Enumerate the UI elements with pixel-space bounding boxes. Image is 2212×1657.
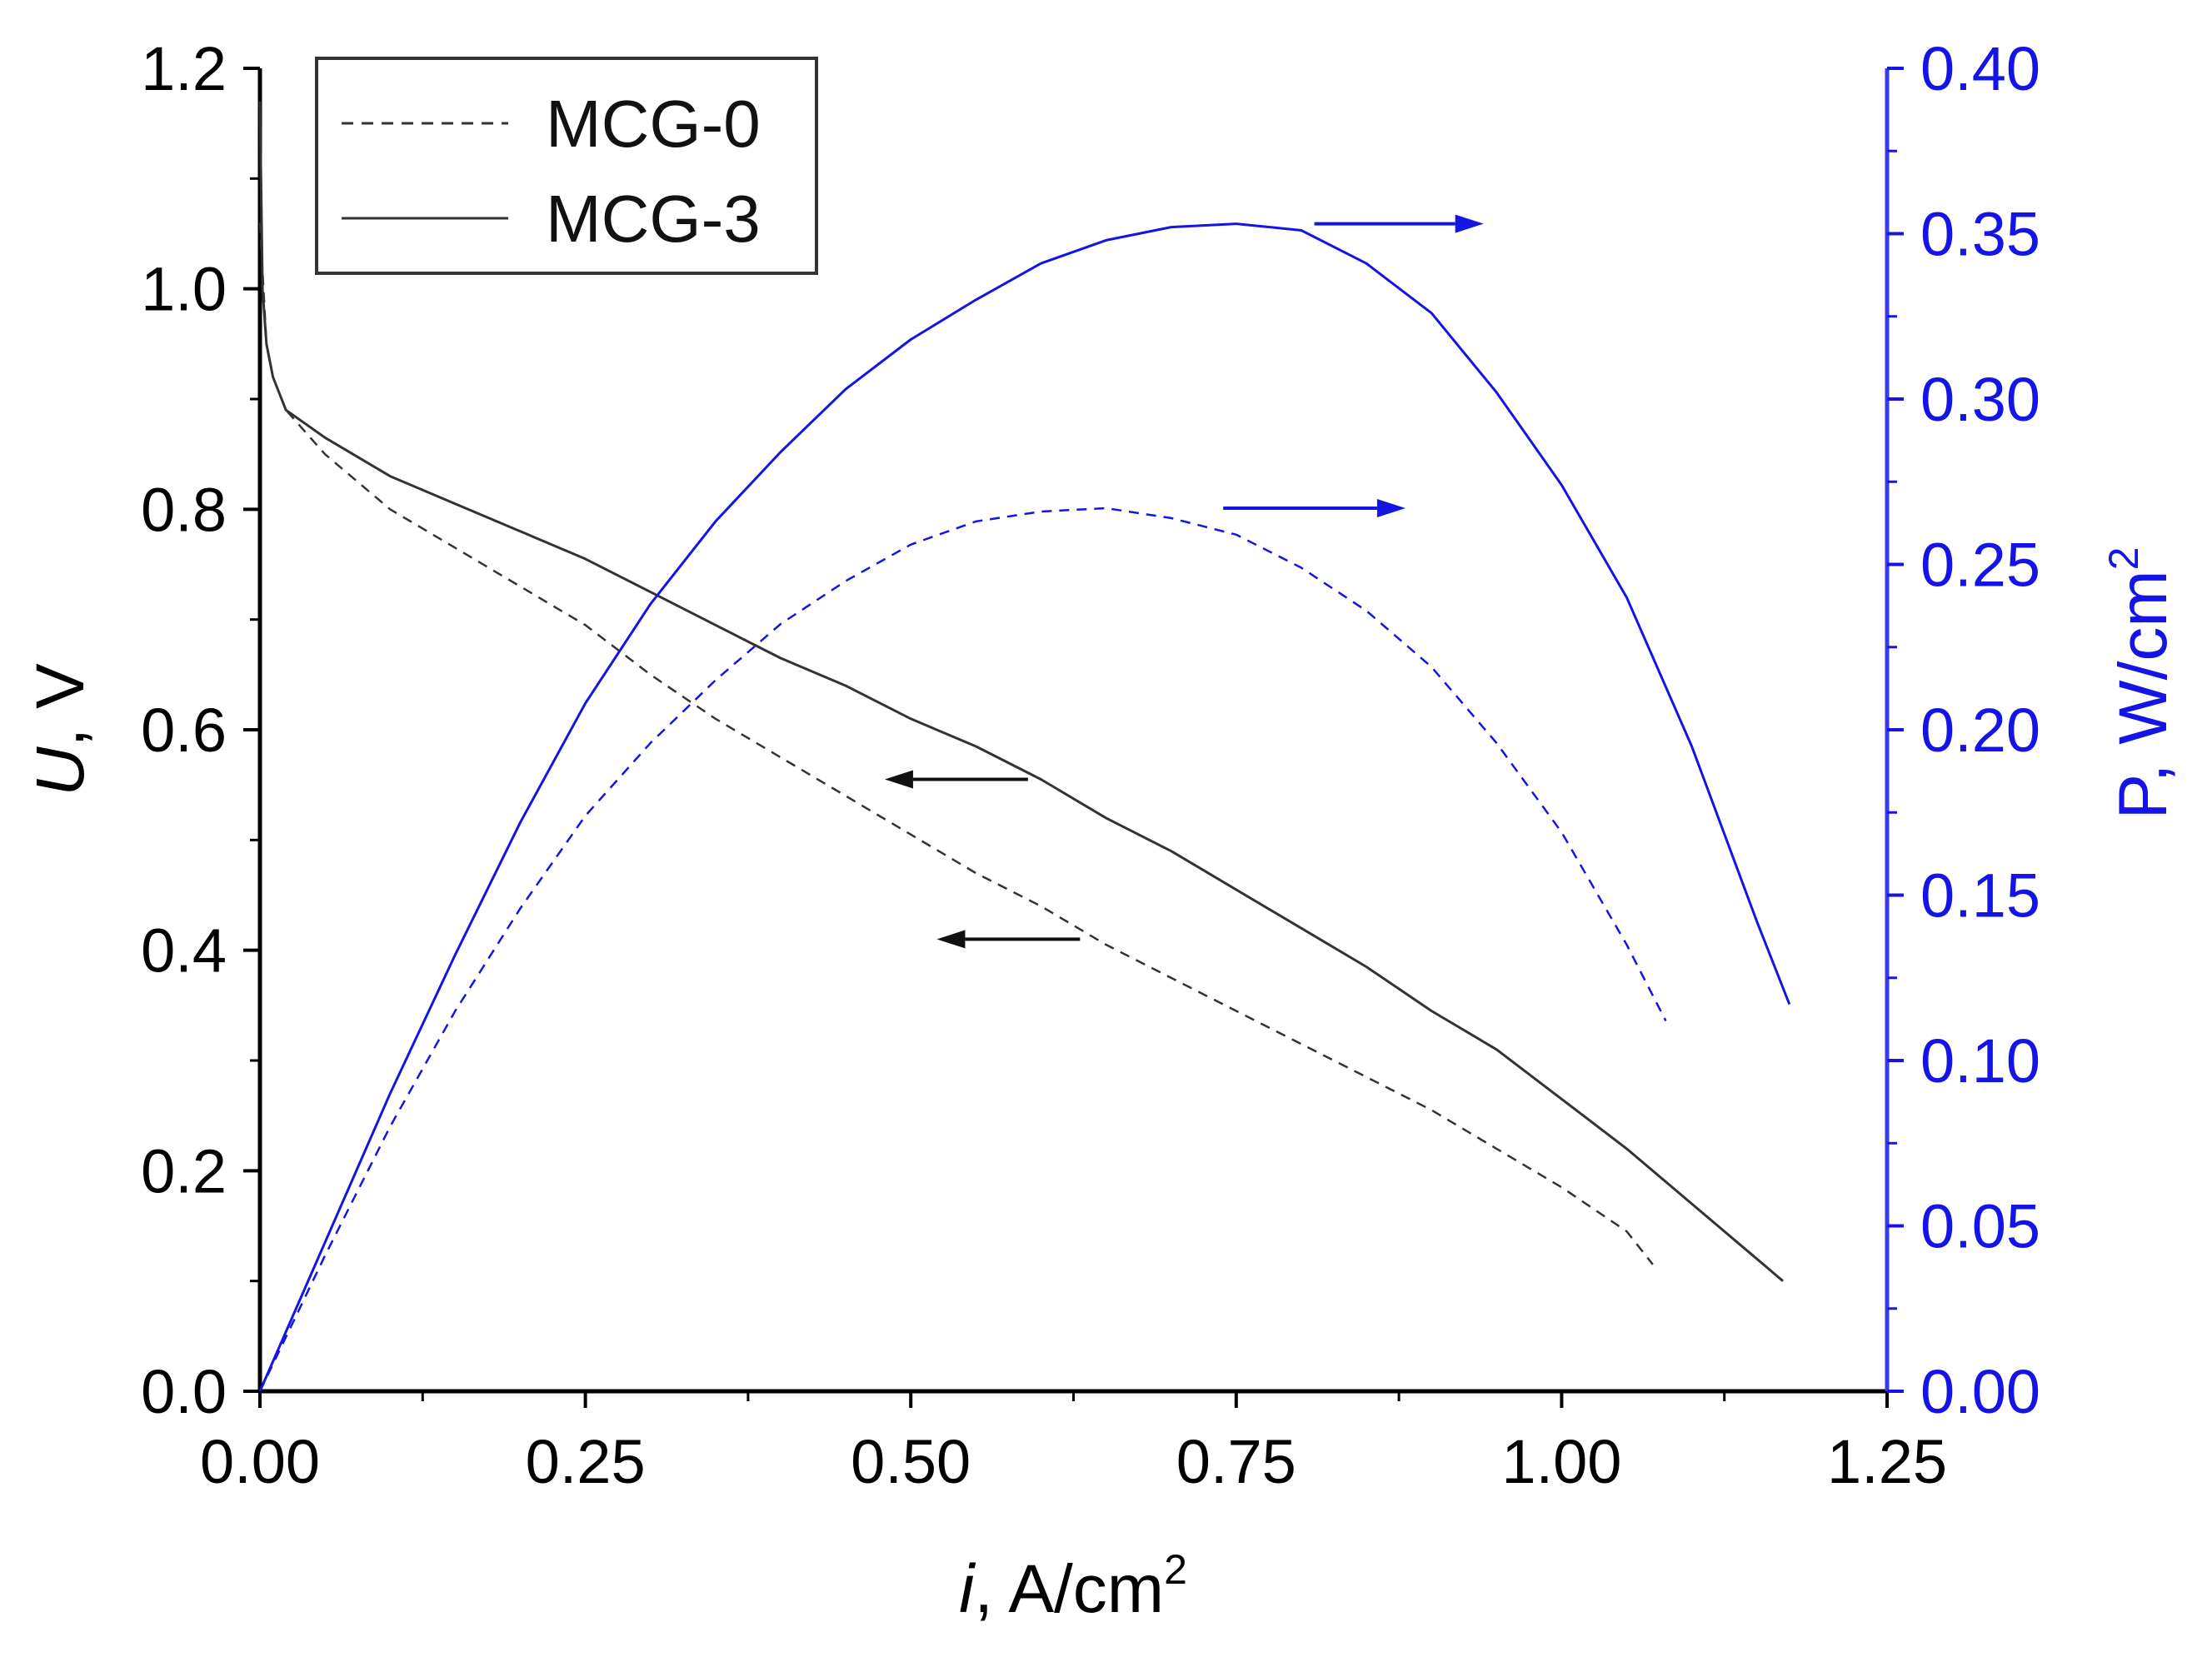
y-right-tick-label: 0.20 xyxy=(1920,696,2040,765)
x-axis-title: i, A/cm2 xyxy=(959,1546,1187,1627)
x-tick-label: 0.50 xyxy=(851,1427,971,1496)
x-tick-label: 1.00 xyxy=(1501,1427,1621,1496)
x-tick-label: 1.25 xyxy=(1827,1427,1947,1496)
y-left-tick-label: 1.0 xyxy=(141,255,227,324)
voltage-curve-mcg-0 xyxy=(258,222,1654,1265)
y-right-axis-title-main: P, W/cm xyxy=(2105,570,2181,819)
y-right-tick-label: 0.05 xyxy=(1920,1192,2040,1261)
y-right-tick-label: 0.10 xyxy=(1920,1026,2040,1096)
voltage-curve-mcg-3 xyxy=(258,101,1784,1282)
y-right-tick-label: 0.30 xyxy=(1920,365,2040,434)
x-axis-title-unit: , A/cm xyxy=(974,1551,1164,1627)
y-left-tick-label: 1.2 xyxy=(141,34,227,103)
power-curve-mcg-3 xyxy=(258,222,1791,1392)
y-left-tick-label: 0.2 xyxy=(141,1136,227,1205)
arrow-head-0 xyxy=(1455,214,1484,233)
arrow-head-3 xyxy=(936,930,966,949)
legend-label-mcg0: MCG-0 xyxy=(546,87,761,161)
x-tick-label: 0.25 xyxy=(526,1427,646,1496)
axis-ticks: 0.00 0.25 0.50 0.75 1.00 1.25 0.0 0.2 0.4 0.6 0.8 1… xyxy=(141,34,2040,1496)
y-left-tick-label: 0.4 xyxy=(141,916,227,986)
y-right-tick-label: 0.40 xyxy=(1920,34,2040,103)
power-curve-mcg-0 xyxy=(258,507,1667,1392)
y-right-tick-label: 0.25 xyxy=(1920,531,2040,600)
y-left-axis-title: U, V xyxy=(22,663,98,796)
y-right-tick-label: 0.00 xyxy=(1920,1357,2040,1426)
y-left-axis-title-unit: , V xyxy=(22,663,98,747)
y-left-axis-title-var: U xyxy=(22,746,98,796)
y-left-tick-label: 0.0 xyxy=(141,1357,227,1426)
series-layer xyxy=(258,101,1791,1392)
y-left-tick-label: 0.8 xyxy=(141,475,227,544)
x-axis-title-sup: 2 xyxy=(1164,1546,1187,1593)
y-left-tick-label: 0.6 xyxy=(141,696,227,765)
y-right-tick-label: 0.15 xyxy=(1920,861,2040,931)
legend-box xyxy=(315,57,818,275)
x-tick-label: 0.00 xyxy=(200,1427,320,1496)
arrow-head-2 xyxy=(884,770,913,789)
arrow-head-1 xyxy=(1376,499,1406,518)
legend: MCG-0 MCG-3 xyxy=(315,57,818,275)
x-axis-title-var: i xyxy=(959,1551,976,1627)
y-right-axis-title: P, W/cm2 xyxy=(2100,547,2181,820)
annotation-layer xyxy=(884,214,1484,949)
x-tick-label: 0.75 xyxy=(1176,1427,1296,1496)
y-right-tick-label: 0.35 xyxy=(1920,200,2040,269)
legend-label-mcg3: MCG-3 xyxy=(546,182,761,256)
y-right-axis-title-sup: 2 xyxy=(2100,547,2147,571)
